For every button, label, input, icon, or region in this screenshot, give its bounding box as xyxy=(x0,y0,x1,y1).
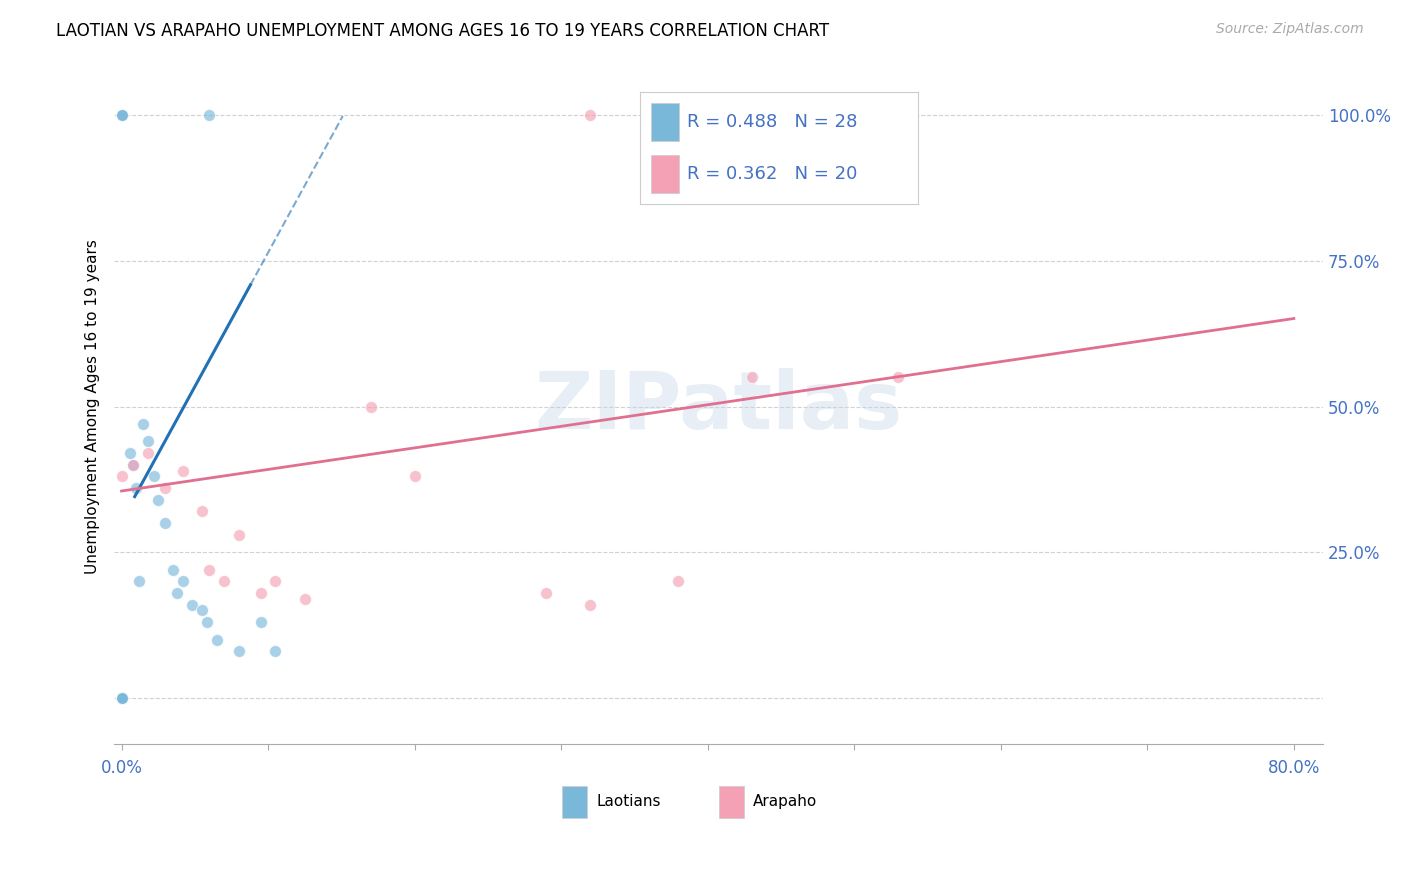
Point xyxy=(155,516,177,530)
Text: Source: ZipAtlas.com: Source: ZipAtlas.com xyxy=(1216,22,1364,37)
Point xyxy=(205,632,228,647)
Point xyxy=(110,690,132,705)
Point xyxy=(172,464,194,478)
Point xyxy=(110,690,132,705)
Point xyxy=(146,492,169,507)
Point xyxy=(741,370,763,384)
Point xyxy=(536,586,558,600)
Text: LAOTIAN VS ARAPAHO UNEMPLOYMENT AMONG AGES 16 TO 19 YEARS CORRELATION CHART: LAOTIAN VS ARAPAHO UNEMPLOYMENT AMONG AG… xyxy=(56,22,830,40)
Point xyxy=(110,108,132,122)
Point xyxy=(198,108,221,122)
Point xyxy=(195,615,218,629)
Point xyxy=(136,446,159,460)
Point xyxy=(579,108,602,122)
Point xyxy=(110,690,132,705)
Point xyxy=(294,591,316,606)
Point xyxy=(264,644,287,658)
Point xyxy=(162,563,184,577)
Point xyxy=(404,469,426,483)
Point xyxy=(155,481,177,495)
Text: 0.0%: 0.0% xyxy=(101,759,142,777)
Point xyxy=(120,446,142,460)
Point xyxy=(125,481,148,495)
Point xyxy=(110,690,132,705)
Point xyxy=(110,469,132,483)
Point xyxy=(128,574,150,589)
Point xyxy=(122,458,145,472)
Point xyxy=(166,586,188,600)
Text: 80.0%: 80.0% xyxy=(1268,759,1320,777)
Point xyxy=(264,574,287,589)
Point xyxy=(198,563,221,577)
Point xyxy=(579,598,602,612)
Point xyxy=(360,400,382,414)
Point xyxy=(122,458,145,472)
Point xyxy=(212,574,235,589)
Point xyxy=(228,644,250,658)
Text: ZIPatlas: ZIPatlas xyxy=(534,368,903,445)
Point xyxy=(228,527,250,541)
Point xyxy=(110,108,132,122)
Point xyxy=(136,434,159,449)
Point xyxy=(249,586,271,600)
Point xyxy=(249,615,271,629)
Point xyxy=(110,690,132,705)
Y-axis label: Unemployment Among Ages 16 to 19 years: Unemployment Among Ages 16 to 19 years xyxy=(86,239,100,574)
Point xyxy=(666,574,689,589)
Point xyxy=(110,108,132,122)
Point xyxy=(887,370,910,384)
Point xyxy=(172,574,194,589)
Point xyxy=(191,603,214,617)
Point xyxy=(132,417,155,431)
Point xyxy=(180,598,202,612)
Point xyxy=(142,469,165,483)
Point xyxy=(191,504,214,518)
